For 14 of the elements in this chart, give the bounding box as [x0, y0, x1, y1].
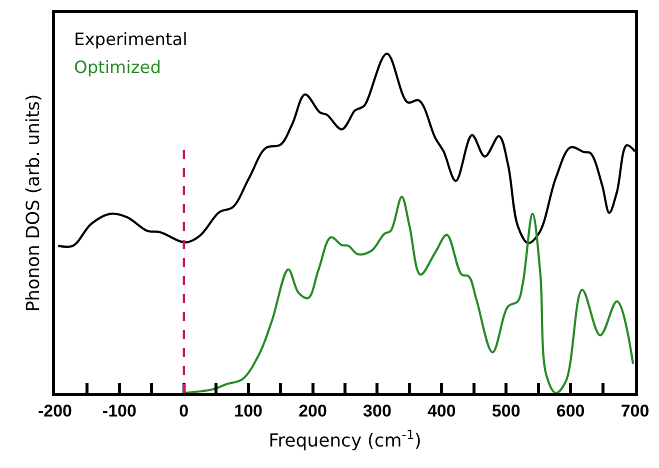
x-tick-label: -200 — [38, 401, 72, 420]
x-tick-label: 100 — [234, 401, 263, 420]
x-tick-label: 300 — [363, 401, 392, 420]
x-tick-label: 600 — [556, 401, 585, 420]
x-axis-title: Frequency (cm$^{-1}$) — [268, 426, 422, 452]
text: Experimental — [74, 30, 188, 50]
x-tick-label: 400 — [427, 401, 456, 420]
x-tick-label: 0 — [179, 401, 189, 420]
text: Optimized — [74, 58, 162, 78]
x-tick-label: 700 — [620, 401, 650, 420]
x-tick-label: -100 — [102, 401, 136, 420]
x-tick-label: 500 — [492, 401, 520, 420]
x-tick-label: 200 — [298, 401, 327, 420]
y-axis-title: Phonon DOS (arb. units) — [23, 94, 44, 312]
